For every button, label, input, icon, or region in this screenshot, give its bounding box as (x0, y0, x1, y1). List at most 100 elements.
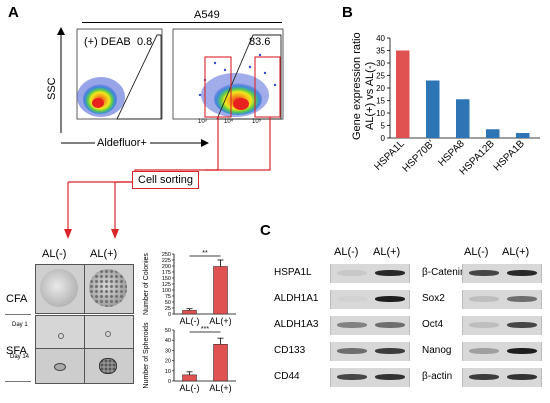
blot-left-label-4: CD44 (274, 371, 300, 382)
gene-ytick-0: 0 (381, 134, 386, 143)
gene-ytick-7: 35 (376, 47, 385, 56)
cell-line-label: A549 (194, 9, 220, 21)
blot-left-col-pos: AL(+) (373, 246, 401, 258)
blot-right-lane-2 (462, 316, 542, 335)
blot-left-label-1: ALDH1A1 (274, 293, 319, 304)
mini2-ytick-4: 40 (165, 338, 171, 344)
row-cfa-label: CFA (6, 293, 28, 305)
gene-ytick-8: 40 (376, 34, 385, 43)
mini2-ytick-0: 0 (168, 379, 171, 385)
blot-left-band-2-0 (337, 322, 367, 328)
mini2-ytick-2: 20 (165, 359, 171, 365)
mini1-ylabel: Number of Colonies (143, 253, 150, 315)
blot-left-band-4-1 (375, 374, 405, 380)
sfa-day1-pos-image (84, 315, 134, 349)
blot-right-band-3-1 (507, 348, 537, 354)
blot-right-lane-0 (462, 264, 542, 283)
blot-right-band-3-0 (469, 348, 499, 354)
deab-value: 0.8 (137, 36, 153, 48)
mini1-ytick-1: 25 (165, 306, 171, 312)
blot-left-label-3: CD133 (274, 345, 306, 356)
blot-right-label-4: β-actin (422, 371, 453, 382)
gene-ytick-2: 10 (376, 109, 385, 118)
gene-bar-1 (426, 80, 440, 138)
blot-right-band-4-0 (469, 374, 499, 380)
mini1-ytick-0: 0 (168, 312, 171, 318)
blot-left-band-2-1 (375, 322, 405, 328)
mini1-ytick-10: 250 (162, 252, 171, 258)
mini2-xtick-0: AL(-) (180, 383, 200, 393)
sample-cloud (198, 53, 277, 117)
mini2-bar-1 (213, 344, 228, 382)
blot-right-band-0-1 (507, 270, 537, 276)
sfa-day14-neg-image (35, 348, 85, 384)
mini1-ytick-5: 125 (162, 282, 171, 288)
deab-cloud (77, 77, 125, 117)
blot-right-lane-4 (462, 368, 542, 387)
blot-right-label-3: Nanog (422, 345, 452, 356)
sfa-bracket-top (5, 314, 31, 315)
gene-ytick-4: 20 (376, 84, 385, 93)
sort-gate-positive (254, 56, 281, 118)
mini1-ytick-7: 175 (162, 270, 171, 276)
gene-ytick-3: 15 (376, 97, 385, 106)
blot-left-label-2: ALDH1A3 (274, 319, 319, 330)
mini1-ytick-4: 100 (162, 288, 171, 294)
gene-ytick-5: 25 (376, 72, 385, 81)
cell-sorting-box: Cell sorting (132, 171, 200, 189)
mini1-bar-1 (213, 266, 228, 315)
sample-gate (216, 34, 282, 120)
sfa-day14-pos-image (84, 348, 134, 384)
blot-left-band-1-0 (337, 296, 367, 302)
blot-right-band-2-1 (507, 322, 537, 328)
blot-right-band-1-0 (469, 296, 499, 302)
day1-label: Day 1 (12, 322, 28, 328)
blot-right-lane-3 (462, 342, 542, 361)
mini2-ylabel: Number of Spheroids (143, 322, 150, 389)
sfa-day1-neg-image (35, 315, 85, 349)
mini2-xtick-1: AL(+) (209, 383, 231, 393)
panel-c-letter: C (260, 222, 271, 239)
blot-left-lane-2 (330, 316, 410, 335)
cell-line-line (82, 22, 282, 23)
blot-right-label-0: β-Catenin (422, 267, 466, 278)
panel-b-letter: B (342, 4, 353, 21)
gene-bar-2 (456, 99, 470, 138)
blot-right-label-1: Sox2 (422, 293, 445, 304)
gene-ytick-1: 5 (381, 122, 386, 131)
blot-left-band-1-1 (375, 296, 405, 302)
panel-b-ylabel-1: Gene expression ratio (351, 32, 363, 140)
sample-value: 83.6 (249, 36, 271, 48)
mini2-ytick-3: 30 (165, 348, 171, 354)
mini1-significance: ** (202, 250, 208, 257)
blot-left-lane-0 (330, 264, 410, 283)
aldefluor-axis-label: Aldefluor+ (97, 137, 147, 149)
mini1-xtick-0: AL(-) (180, 316, 200, 326)
blot-left-lane-3 (330, 342, 410, 361)
gene-bar-3 (486, 129, 500, 138)
mini2-ytick-1: 10 (165, 369, 171, 375)
blot-right-band-1-1 (507, 296, 537, 302)
blot-left-lane-1 (330, 290, 410, 309)
blot-right-col-neg: AL(-) (464, 246, 489, 258)
blot-left-col-neg: AL(-) (334, 246, 359, 258)
gene-xtick-1: HSP70B' (401, 138, 437, 174)
blot-left-band-4-0 (337, 374, 367, 380)
mini1-ytick-2: 50 (165, 300, 171, 306)
blot-left-band-0-0 (337, 270, 367, 276)
mini1-ytick-6: 150 (162, 276, 171, 282)
blot-left-label-0: HSPA1L (274, 267, 312, 278)
micro-col-pos: AL(+) (90, 248, 118, 260)
cfa-neg-image (35, 264, 85, 314)
day14-label: Day 14 (10, 354, 30, 360)
blot-right-label-2: Oct4 (422, 319, 444, 330)
blot-left-lane-4 (330, 368, 410, 387)
row-sfa-label: SFA (6, 345, 27, 357)
mini1-xtick-1: AL(+) (209, 316, 231, 326)
gene-ytick-6: 30 (376, 59, 385, 68)
blot-left-band-3-1 (375, 348, 405, 354)
ssc-axis-label: SSC (46, 77, 58, 100)
flow-tick-x3: 10⁵ (252, 119, 262, 125)
flow-tick-x1: 10³ (198, 119, 207, 125)
gene-bar-0 (396, 50, 410, 138)
